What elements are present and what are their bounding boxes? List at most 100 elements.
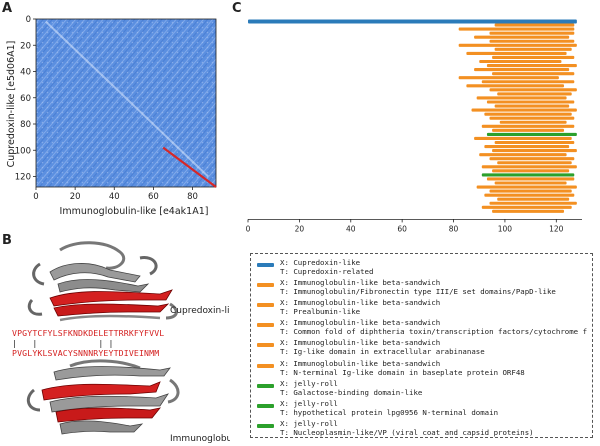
segment-bar	[476, 185, 577, 189]
segment-bars	[248, 19, 577, 213]
legend-swatch	[257, 323, 274, 328]
segment-x-axis: 0 20 40 60 80 100 120	[246, 218, 582, 233]
x-tick-label: 100	[498, 224, 513, 233]
x-tick-label: 60	[148, 192, 159, 202]
x-tick-label: 80	[187, 192, 198, 202]
segment-bar	[492, 55, 575, 59]
y-tick-label: 100	[15, 146, 31, 156]
sequence-bottom: PVGLYKLSVACYSNNNRYEYTDIVEINMM	[12, 348, 160, 358]
legend-swatch	[257, 403, 274, 408]
legend-label: X: Cupredoxin-like T: Cupredoxin-related	[280, 258, 374, 276]
segment-bar	[492, 209, 565, 213]
legend-entry: X: jelly-roll T: Galactose-binding domai…	[251, 379, 422, 397]
sequence-top: VPGYTCFYLSFKNDKDELETTRRKFYFVVL	[12, 328, 165, 338]
segment-bar	[492, 72, 575, 76]
segment-bar	[486, 177, 575, 181]
x-tick-label: 60	[397, 224, 407, 233]
legend-swatch	[257, 343, 274, 348]
segment-bar	[484, 145, 570, 149]
bottom-structure-label: Immunoglobulin-like	[170, 434, 230, 444]
segment-bar	[494, 181, 567, 185]
heatmap-y-label: Cupredoxin-like [e5d06A1]	[6, 41, 17, 168]
segment-bar	[489, 189, 572, 193]
legend-swatch	[257, 383, 274, 388]
segment-bar	[248, 19, 577, 24]
legend-entry: X: Immunoglobulin-like beta-sandwich T: …	[251, 278, 556, 296]
heatmap-diagonal-feature	[45, 20, 209, 178]
segment-bar	[471, 108, 577, 112]
heatmap-texture	[36, 19, 216, 187]
segment-bar	[492, 169, 570, 173]
panel-c-letter: C	[232, 1, 242, 16]
segment-bar	[497, 161, 572, 165]
sequence-match-marks: | | | |	[12, 338, 114, 348]
y-tick-label: 20	[20, 41, 31, 51]
legend-entry: X: Immunoglobulin-like beta-sandwich T: …	[251, 298, 440, 316]
segment-bar	[484, 112, 572, 116]
segment-bar	[458, 43, 577, 47]
x-tick-label: 40	[346, 224, 356, 233]
heatmap-area	[35, 18, 217, 188]
segment-bar	[494, 23, 575, 27]
x-tick-label: 80	[449, 224, 459, 233]
segment-bar	[474, 68, 570, 72]
x-tick-label: 20	[70, 192, 81, 202]
legend-entry: X: jelly-roll T: Nucleoplasmin-like/VP (…	[251, 419, 534, 437]
legend-swatch	[257, 423, 274, 428]
heatmap-frame	[35, 18, 217, 188]
legend-label: X: jelly-roll T: Nucleoplasmin-like/VP (…	[280, 418, 534, 437]
alignment-path	[162, 146, 217, 188]
segment-bar	[458, 27, 575, 31]
panel-b-letter: B	[2, 233, 12, 248]
heatmap-x-ticks: 0 20 40 60 80	[33, 187, 198, 202]
segment-bar	[499, 120, 567, 124]
segment-bar	[497, 197, 570, 201]
legend-label: X: jelly-roll T: Galactose-binding domai…	[280, 378, 423, 397]
legend-entry: X: Cupredoxin-like T: Cupredoxin-related	[251, 258, 373, 276]
segment-bar	[489, 116, 575, 120]
segment-bar	[481, 165, 577, 169]
legend-swatch	[257, 263, 274, 267]
legend-label: X: jelly-roll T: hypothetical protein lp…	[280, 398, 499, 417]
segment-bar	[492, 149, 577, 153]
segment-bar	[458, 76, 559, 80]
segment-bar	[474, 136, 572, 140]
panel-b-structures: Cupredoxin-like Immunoglobulin-like	[26, 241, 230, 444]
top-structure-image	[27, 241, 178, 322]
segment-bar	[481, 173, 575, 177]
heatmap-y-ticks: 0 20 40 60 80 100 120	[15, 15, 36, 183]
y-tick-label: 120	[15, 173, 31, 183]
x-tick-label: 20	[295, 224, 305, 233]
segment-bar	[486, 132, 577, 136]
x-tick-label: 120	[549, 224, 564, 233]
legend-label: X: Immunoglobulin-like beta-sandwich T: …	[280, 318, 588, 337]
segment-bar	[466, 84, 565, 88]
panel-a-heatmap-chart: 0 20 40 60 80 0 20 40 60 80 100 120 Immunoglobulin…	[6, 15, 217, 217]
segment-bar	[489, 39, 575, 43]
legend-label: X: Immunoglobulin-like beta-sandwich T: …	[280, 278, 556, 297]
segment-bar	[481, 80, 575, 84]
x-tick-label: 0	[246, 224, 251, 233]
legend-label: X: Immunoglobulin-like beta-sandwich T: …	[280, 358, 525, 377]
panel-c-legend: X: Cupredoxin-like T: Cupredoxin-related…	[250, 253, 593, 438]
y-tick-label: 80	[20, 120, 31, 130]
segment-bar	[489, 157, 575, 161]
segment-bar	[489, 31, 575, 35]
segment-bar	[492, 128, 565, 132]
bottom-structure-image	[26, 359, 180, 435]
segment-bar	[489, 201, 577, 205]
panel-a-letter: A	[2, 1, 13, 16]
legend-entry: X: Immunoglobulin-like beta-sandwich T: …	[251, 338, 485, 356]
heatmap-x-label: Immunoglobulin-like [e4ak1A1]	[60, 206, 209, 217]
segment-bar	[479, 59, 562, 64]
segment-bar	[486, 100, 575, 104]
segment-bar	[474, 35, 570, 39]
y-tick-label: 60	[20, 94, 31, 104]
legend-swatch	[257, 283, 274, 288]
legend-label: X: Immunoglobulin-like beta-sandwich T: …	[280, 298, 441, 317]
x-tick-label: 40	[109, 192, 120, 202]
y-tick-label: 40	[20, 68, 31, 78]
segment-bar	[494, 47, 572, 51]
x-tick-label: 0	[33, 192, 38, 202]
segment-bar	[479, 153, 567, 157]
